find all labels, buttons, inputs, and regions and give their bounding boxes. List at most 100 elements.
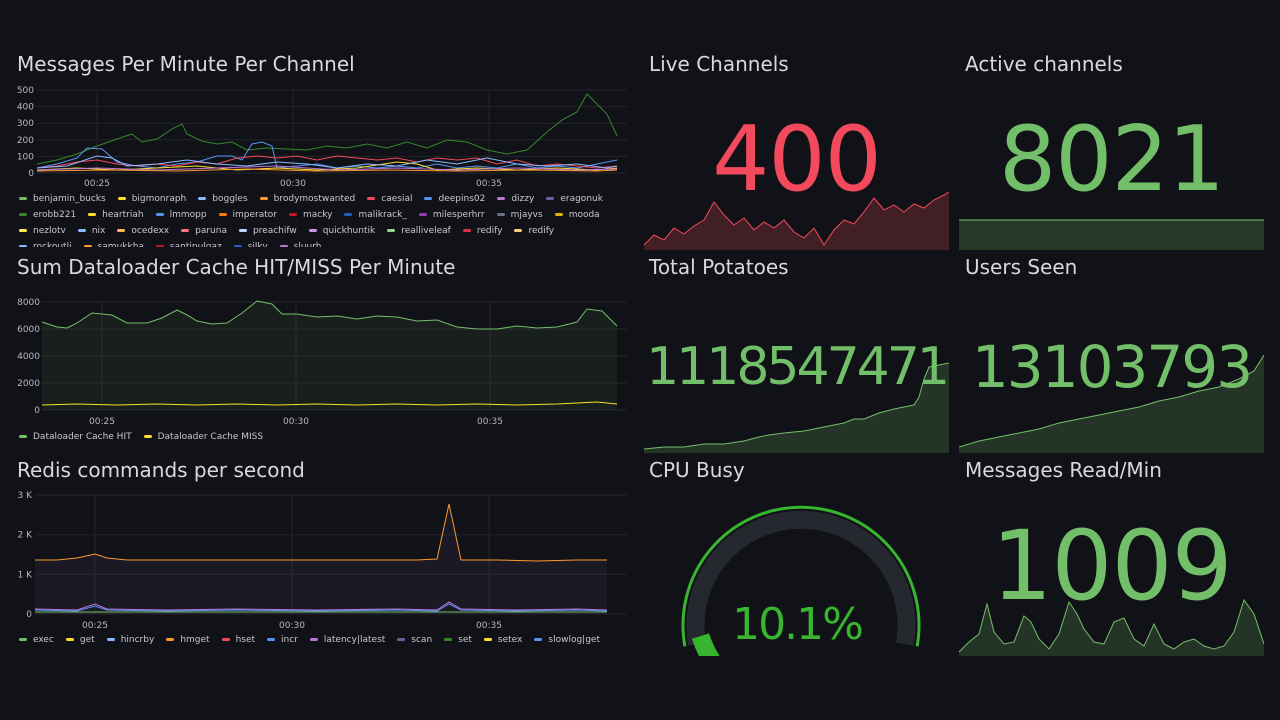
legend-item[interactable]: heartriah <box>88 207 144 223</box>
x-tick: 00:25 <box>82 621 108 631</box>
legend-item[interactable]: ttl <box>19 648 43 650</box>
legend-swatch <box>218 213 227 216</box>
legend-item[interactable]: Dataloader Cache MISS <box>143 429 263 445</box>
legend-item[interactable]: bigmonraph <box>117 191 186 207</box>
legend-item[interactable]: realliveleaf <box>387 223 451 239</box>
legend-item[interactable]: ocedexx <box>117 223 169 239</box>
legend-swatch <box>497 197 506 200</box>
y-tick: 100 <box>17 152 34 162</box>
legend-item[interactable]: scan <box>397 632 432 648</box>
legend-label: exec <box>33 635 54 645</box>
stat-value: 1009 <box>991 510 1232 622</box>
legend-item[interactable]: milesperhrr <box>418 207 485 223</box>
series-line <box>34 603 608 612</box>
legend-item[interactable]: lmmopp <box>155 207 207 223</box>
y-tick: 400 <box>17 103 34 113</box>
panel-cpu-busy: CPU Busy 10.1% <box>644 458 949 656</box>
legend-item[interactable]: erobb221 <box>19 207 76 223</box>
legend-swatch <box>308 229 317 232</box>
panel-title: Live Channels <box>649 52 789 76</box>
x-tick: 00:30 <box>279 621 305 631</box>
panel-title: Active channels <box>965 52 1123 76</box>
legend-item[interactable]: benjamin_bucks <box>19 191 106 207</box>
legend-item[interactable]: macky <box>289 207 332 223</box>
legend-item[interactable]: incr <box>267 632 298 648</box>
legend-label: scan <box>411 635 433 645</box>
legend-label: setex <box>497 635 523 645</box>
legend-label: preachifw <box>252 226 297 236</box>
legend-item[interactable]: santipulgaz <box>155 239 222 247</box>
legend-item[interactable]: hset <box>221 632 255 648</box>
legend-item[interactable]: dizzy <box>497 191 534 207</box>
legend-label: realliveleaf <box>401 226 451 236</box>
x-tick: 00:25 <box>89 417 115 427</box>
legend-item[interactable]: boggles <box>198 191 248 207</box>
legend-item[interactable]: sluurh <box>279 239 322 247</box>
legend-item[interactable]: eragonuk <box>546 191 603 207</box>
legend-item[interactable]: silky <box>233 239 268 247</box>
chart-legend: benjamin_bucks bigmonraph boggles brodymost… <box>19 191 624 247</box>
legend-item[interactable]: redify <box>514 223 554 239</box>
legend-item[interactable]: setex <box>483 632 523 648</box>
legend-label: rockoutli <box>33 242 72 247</box>
legend-label: set <box>458 635 472 645</box>
legend-label: sluurh <box>293 242 322 247</box>
legend-item[interactable]: rockoutli <box>19 239 72 247</box>
legend-item[interactable]: imperator <box>218 207 277 223</box>
legend-swatch <box>19 213 27 216</box>
series-line <box>34 601 608 611</box>
chart-legend: Dataloader Cache HIT Dataloader Cache MIS… <box>19 429 624 447</box>
legend-swatch <box>534 638 543 641</box>
stat-value: 1118547471 <box>646 337 950 397</box>
legend-item[interactable]: redify <box>462 223 503 239</box>
legend-swatch <box>88 213 97 216</box>
legend-item[interactable]: mjayvs <box>496 207 543 223</box>
legend-swatch <box>19 638 27 641</box>
panel-messages-per-minute: Messages Per Minute Per Channel 0 100 20… <box>17 52 629 247</box>
y-tick: 0 <box>28 169 34 179</box>
panel-title: Messages Read/Min <box>965 458 1162 482</box>
legend-item[interactable]: malikrack_ <box>344 207 407 223</box>
sparkline <box>959 354 1264 453</box>
legend-label: hincrby <box>120 635 155 645</box>
series-line <box>41 300 618 330</box>
legend-item[interactable]: Dataloader Cache HIT <box>19 429 132 445</box>
legend-item[interactable]: set <box>444 632 472 648</box>
legend-item[interactable]: nix <box>77 223 105 239</box>
legend-item[interactable]: slowlog|get <box>534 632 600 648</box>
legend-swatch <box>143 435 152 438</box>
legend-swatch <box>238 229 247 232</box>
legend-item[interactable]: latency|latest <box>309 632 385 648</box>
legend-swatch <box>554 213 563 216</box>
legend-item[interactable]: caesial <box>367 191 412 207</box>
x-tick: 00:30 <box>283 417 309 427</box>
legend-label: redify <box>476 226 503 236</box>
y-tick: 2000 <box>17 379 40 389</box>
legend-swatch <box>514 229 523 232</box>
legend-swatch <box>155 245 164 247</box>
legend-item[interactable]: get <box>65 632 95 648</box>
x-tick: 00:35 <box>476 179 502 189</box>
legend-label: slowlog|get <box>548 635 600 645</box>
stat-value: 13103793 <box>971 333 1253 401</box>
legend-item[interactable]: quickhuntik <box>308 223 375 239</box>
legend-label: erobb221 <box>33 210 77 220</box>
legend-item[interactable]: paruna <box>181 223 227 239</box>
legend-item[interactable]: hmget <box>166 632 210 648</box>
legend-item[interactable]: preachifw <box>238 223 297 239</box>
legend-item[interactable]: mooda <box>554 207 600 223</box>
gauge-track <box>686 510 916 646</box>
legend-item[interactable]: nezlotv <box>19 223 66 239</box>
legend-item[interactable]: deepins02 <box>424 191 485 207</box>
y-tick: 0 <box>26 610 32 620</box>
legend-item[interactable]: samukkha <box>83 239 144 247</box>
legend-swatch <box>397 638 406 641</box>
legend-item[interactable]: brodymostwanted <box>259 191 355 207</box>
panel-messages-read: Messages Read/Min 1009 <box>959 458 1264 656</box>
legend-item[interactable]: exec <box>19 632 54 648</box>
legend-item[interactable]: hincrby <box>106 632 155 648</box>
legend-swatch <box>19 197 27 200</box>
legend-swatch <box>77 229 86 232</box>
legend-label: paruna <box>195 226 227 236</box>
legend-label: get <box>79 635 95 645</box>
